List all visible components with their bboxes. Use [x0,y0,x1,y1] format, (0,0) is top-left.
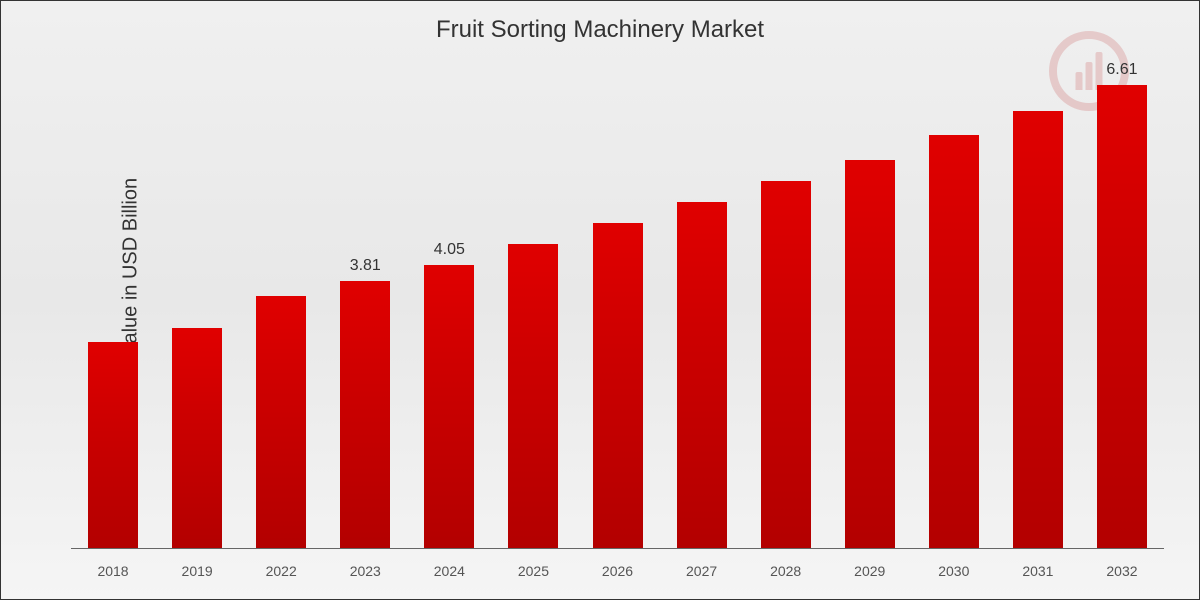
x-axis-tick-label: 2023 [323,563,407,579]
bar-slot [996,61,1080,548]
chart-title: Fruit Sorting Machinery Market [436,16,764,44]
bar [761,181,811,549]
bar-slot: 4.05 [407,61,491,548]
bar-slot [744,61,828,548]
x-axis-tick-label: 2025 [491,563,575,579]
bar-value-label: 4.05 [434,241,465,259]
bar [172,328,222,549]
bar-value-label: 3.81 [350,257,381,275]
x-axis-tick-label: 2031 [996,563,1080,579]
bars-wrap: 3.81 4.05 6.61 [71,61,1164,549]
bar [340,281,390,548]
bar [508,244,558,549]
x-axis-tick-label: 2027 [660,563,744,579]
x-axis-labels: 2018201920222023202420252026202720282029… [71,563,1164,579]
bar-slot [71,61,155,548]
plot-area: 3.81 4.05 6.61 [71,61,1164,549]
x-axis-tick-label: 2019 [155,563,239,579]
bar [593,223,643,549]
bar-slot: 3.81 [323,61,407,548]
x-axis-tick-label: 2026 [575,563,659,579]
bar [88,342,138,549]
bar-slot [491,61,575,548]
bar [677,202,727,549]
bar-slot [912,61,996,548]
x-axis-tick-label: 2029 [828,563,912,579]
bar [845,160,895,549]
x-axis-tick-label: 2024 [407,563,491,579]
x-axis-tick-label: 2028 [744,563,828,579]
x-axis-tick-label: 2030 [912,563,996,579]
bar [1097,85,1147,548]
bar-slot [575,61,659,548]
bar-value-label: 6.61 [1106,61,1137,79]
bar-slot [828,61,912,548]
x-axis-tick-label: 2018 [71,563,155,579]
bar-slot: 6.61 [1080,61,1164,548]
x-axis-tick-label: 2032 [1080,563,1164,579]
x-axis-tick-label: 2022 [239,563,323,579]
bar [929,135,979,548]
bar [1013,111,1063,549]
bar-slot [155,61,239,548]
chart-container: Fruit Sorting Machinery Market Market Va… [0,0,1200,600]
bar [424,265,474,549]
bar [256,296,306,548]
bar-slot [239,61,323,548]
bar-slot [660,61,744,548]
